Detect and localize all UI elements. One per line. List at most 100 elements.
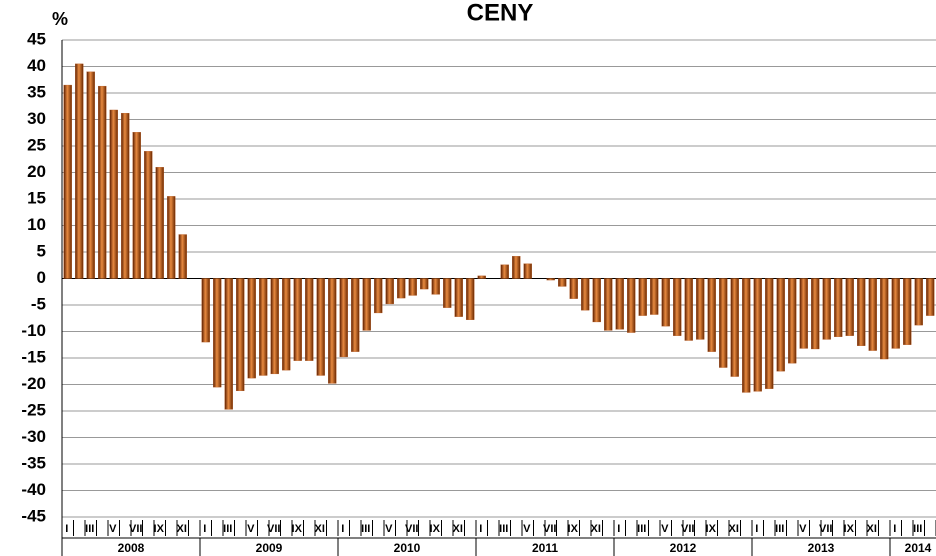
x-tick-label: XI: [177, 523, 187, 535]
x-tick-label: III: [913, 523, 922, 535]
bar: [834, 278, 843, 337]
x-tick-label: III: [223, 523, 232, 535]
x-tick-label: III: [637, 523, 646, 535]
y-tick-label: 20: [27, 162, 46, 181]
bar: [121, 112, 130, 279]
bar: [811, 278, 820, 350]
y-tick-label: -20: [21, 374, 46, 393]
x-tick-label: I: [341, 523, 344, 535]
bar: [891, 278, 900, 349]
bar: [569, 278, 578, 299]
y-tick-label: -25: [21, 400, 46, 419]
bar: [512, 256, 521, 279]
x-tick-label: V: [523, 523, 531, 535]
bar: [201, 278, 210, 343]
y-tick-label: 15: [27, 188, 46, 207]
bar: [661, 278, 670, 327]
x-tick-label: IX: [568, 523, 579, 535]
bar: [581, 278, 590, 311]
bar: [719, 278, 728, 368]
bar: [236, 278, 245, 392]
bar: [650, 278, 659, 315]
bar: [167, 196, 176, 279]
year-label: 2011: [532, 541, 558, 555]
x-tick-label: III: [85, 523, 94, 535]
x-tick-label: VII: [681, 523, 694, 535]
x-tick-label: I: [893, 523, 896, 535]
bar: [558, 278, 567, 287]
bar: [385, 278, 394, 305]
x-tick-label: IX: [430, 523, 441, 535]
y-tick-label: 10: [27, 215, 46, 234]
bar: [155, 167, 164, 279]
x-tick-label: VII: [543, 523, 556, 535]
bar: [730, 278, 739, 377]
x-tick-label: VII: [129, 523, 142, 535]
x-tick-label: V: [247, 523, 255, 535]
y-tick-label: 45: [27, 29, 46, 48]
x-tick-label: V: [109, 523, 117, 535]
bar: [822, 278, 831, 340]
x-tick-label: I: [617, 523, 620, 535]
y-tick-label: 25: [27, 135, 46, 154]
bar: [247, 278, 256, 379]
x-tick-label: I: [203, 523, 206, 535]
y-tick-label: -10: [21, 321, 46, 340]
x-tick-label: XI: [591, 523, 601, 535]
x-tick-label: IX: [154, 523, 165, 535]
x-tick-label: VII: [405, 523, 418, 535]
y-tick-label: 5: [37, 241, 46, 260]
y-tick-label: 40: [27, 56, 46, 75]
bar: [926, 278, 935, 316]
bar: [592, 278, 601, 323]
x-tick-label: III: [775, 523, 784, 535]
y-tick-label: -40: [21, 480, 46, 499]
bar: [75, 63, 84, 279]
x-tick-label: III: [499, 523, 508, 535]
bar: [868, 278, 877, 351]
bar: [362, 278, 371, 331]
bar: [109, 109, 118, 279]
bar: [224, 278, 233, 410]
x-tick-label: XI: [867, 523, 877, 535]
bar: [374, 278, 383, 314]
bar: [443, 278, 452, 308]
bar: [799, 278, 808, 349]
bar: [742, 278, 751, 393]
bar: [707, 278, 716, 352]
y-tick-label: 0: [37, 268, 46, 287]
bar: [500, 264, 509, 279]
bar: [765, 278, 774, 389]
bar: [339, 278, 348, 358]
bar: [845, 278, 854, 336]
bar: [546, 278, 555, 281]
bar: [673, 278, 682, 336]
y-tick-label: -30: [21, 427, 46, 446]
bar: [696, 278, 705, 340]
year-label: 2008: [118, 541, 145, 555]
bar: [420, 278, 429, 290]
x-tick-label: I: [755, 523, 758, 535]
x-tick-label: III: [361, 523, 370, 535]
year-label: 2013: [808, 541, 835, 555]
y-tick-label: 35: [27, 82, 46, 101]
bar: [144, 151, 153, 279]
x-tick-label: V: [799, 523, 807, 535]
year-label: 2009: [256, 541, 283, 555]
bar: [178, 234, 187, 279]
bar: [615, 278, 624, 330]
bar: [523, 263, 532, 279]
bar: [604, 278, 613, 331]
x-tick-label: XI: [453, 523, 463, 535]
x-tick-label: VII: [819, 523, 832, 535]
y-tick-label: -45: [21, 506, 46, 525]
bar: [282, 278, 291, 371]
bar: [684, 278, 693, 341]
bar: [466, 278, 475, 320]
y-tick-label: -15: [21, 347, 46, 366]
x-tick-label: I: [479, 523, 482, 535]
bar: [627, 278, 636, 333]
chart-title: CENY: [467, 0, 534, 26]
bar: [293, 278, 302, 361]
